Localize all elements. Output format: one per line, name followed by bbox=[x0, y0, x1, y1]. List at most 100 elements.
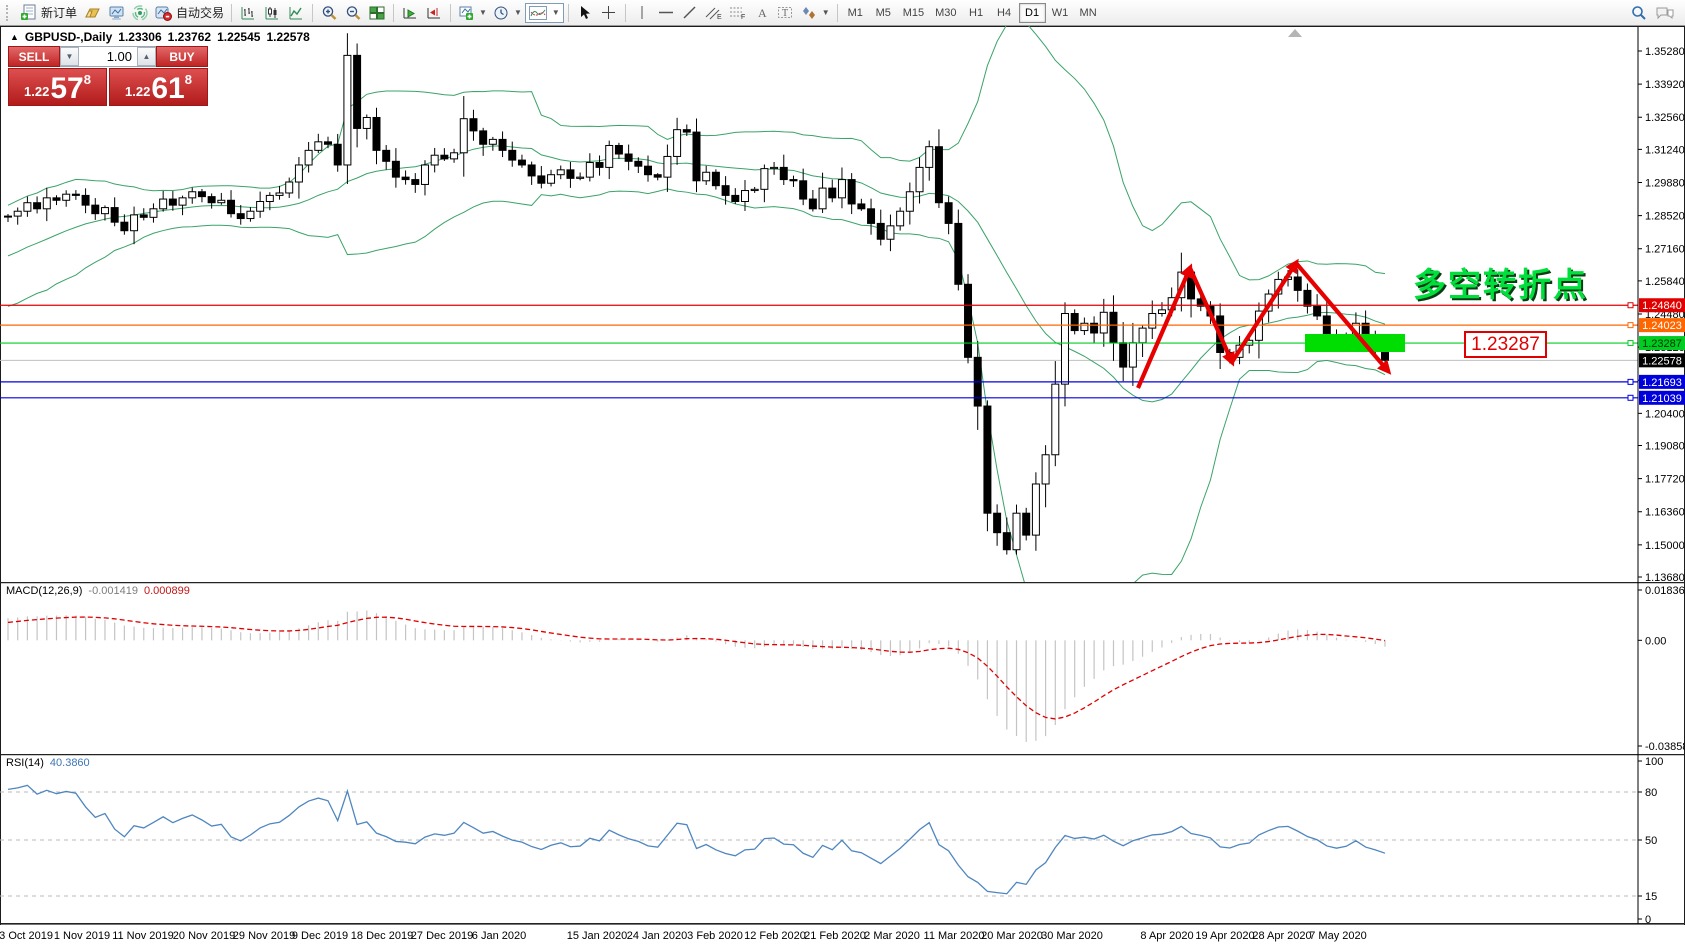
chart-shift-button[interactable] bbox=[422, 2, 446, 24]
rsi-panel-canvas[interactable]: 100 80 50 15 0 bbox=[0, 754, 1685, 925]
arrows-button[interactable]: ▼ bbox=[798, 2, 833, 24]
zoom-in-button[interactable] bbox=[317, 2, 341, 24]
fibonacci-button[interactable]: F bbox=[726, 2, 750, 24]
text-button[interactable]: A bbox=[750, 2, 774, 24]
trendline-button[interactable] bbox=[678, 2, 702, 24]
svg-text:0: 0 bbox=[1645, 914, 1651, 925]
clock-icon bbox=[494, 6, 508, 19]
macd-panel-canvas[interactable]: 0.018369 0.00 -0.038585 bbox=[0, 582, 1685, 754]
svg-text:1.15000: 1.15000 bbox=[1645, 540, 1685, 552]
toolbar-grip bbox=[6, 4, 13, 21]
sell-button[interactable]: SELL bbox=[8, 46, 60, 67]
search-icon[interactable] bbox=[1631, 5, 1647, 21]
date-label: 30 Mar 2020 bbox=[1041, 930, 1103, 942]
bar-chart-button[interactable] bbox=[236, 2, 260, 24]
new-order-label: 新订单 bbox=[41, 6, 78, 20]
timeframe-bar: M1 M5 M15 M30 H1 H4 D1 W1 MN bbox=[842, 2, 1102, 23]
auto-trading-icon bbox=[155, 6, 173, 21]
ohlc-high: 1.23762 bbox=[167, 30, 212, 44]
main-chart-canvas[interactable]: 1.35280 1.33920 1.32560 1.31240 1.29880 1.285… bbox=[0, 26, 1685, 582]
timeframe-m30[interactable]: M30 bbox=[930, 3, 961, 23]
svg-text:1.32560: 1.32560 bbox=[1645, 112, 1685, 124]
buy-price-display[interactable]: 1.22 61 8 bbox=[109, 68, 208, 106]
timeframe-d1[interactable]: D1 bbox=[1018, 2, 1046, 23]
indicators-button[interactable]: ▼ bbox=[524, 2, 564, 23]
auto-trading-label: 自动交易 bbox=[176, 6, 225, 20]
auto-trading-button[interactable]: 自动交易 bbox=[152, 2, 227, 24]
macd-name: MACD(12,26,9) bbox=[6, 585, 83, 597]
chart-title: ▲ GBPUSD-,Daily 1.23306 1.23762 1.22545 … bbox=[10, 30, 310, 44]
tile-windows-button[interactable] bbox=[365, 2, 389, 24]
annotation-note-text[interactable]: 多空转折点 bbox=[1413, 266, 1588, 303]
date-label: 7 May 2020 bbox=[1309, 930, 1367, 942]
candlestick-button[interactable] bbox=[260, 2, 284, 24]
tile-windows-icon bbox=[369, 6, 385, 19]
symbol-period-label: GBPUSD-,Daily bbox=[24, 30, 113, 44]
buy-button[interactable]: BUY bbox=[156, 46, 208, 67]
auto-scroll-icon bbox=[403, 7, 417, 18]
date-label: 19 Apr 2020 bbox=[1195, 930, 1255, 942]
timeframe-mn[interactable]: MN bbox=[1075, 3, 1102, 23]
svg-text:1.28520: 1.28520 bbox=[1645, 211, 1685, 223]
svg-text:1.19080: 1.19080 bbox=[1645, 441, 1685, 453]
svg-text:1.20400: 1.20400 bbox=[1645, 408, 1685, 420]
cursor-button[interactable] bbox=[573, 2, 597, 24]
macd-value-signal: 0.000899 bbox=[143, 585, 190, 597]
date-label: 3 Feb 2020 bbox=[687, 930, 743, 942]
equidistant-channel-button[interactable]: E bbox=[702, 2, 726, 24]
volume-increase-button[interactable]: ▲ bbox=[137, 47, 156, 66]
chat-icon[interactable] bbox=[1655, 5, 1675, 21]
auto-scroll-button[interactable] bbox=[398, 2, 422, 24]
vertical-line-button[interactable] bbox=[630, 2, 654, 24]
price-callout[interactable]: 1.23287 bbox=[1464, 331, 1547, 358]
line-chart-icon bbox=[289, 6, 303, 19]
text-label-button[interactable]: T bbox=[774, 2, 798, 24]
signals-button[interactable] bbox=[128, 2, 152, 24]
svg-text:1.29880: 1.29880 bbox=[1645, 178, 1685, 190]
date-label: 23 Oct 2019 bbox=[0, 930, 53, 942]
svg-text:100: 100 bbox=[1645, 756, 1663, 768]
date-label: 24 Jan 2020 bbox=[626, 930, 688, 942]
toolbar-separator bbox=[231, 3, 233, 22]
one-click-trading-panel: SELL ▼ 1.00 ▲ BUY 1.22 57 8 1.22 61 8 bbox=[8, 46, 208, 106]
date-label: 9 Dec 2019 bbox=[291, 930, 349, 942]
toolbar-separator bbox=[450, 3, 452, 22]
toolbar-separator bbox=[836, 3, 838, 22]
text-label-icon: T bbox=[778, 7, 793, 19]
arrows-shapes-icon bbox=[802, 7, 815, 19]
svg-text:1.22578: 1.22578 bbox=[1642, 355, 1682, 367]
sell-price-display[interactable]: 1.22 57 8 bbox=[8, 68, 107, 106]
svg-text:1.16360: 1.16360 bbox=[1645, 507, 1685, 519]
volume-decrease-button[interactable]: ▼ bbox=[60, 47, 79, 66]
volume-input[interactable]: 1.00 bbox=[106, 49, 132, 64]
line-chart-button[interactable] bbox=[284, 2, 308, 24]
timeframe-h1[interactable]: H1 bbox=[963, 3, 990, 23]
svg-text:0.018369: 0.018369 bbox=[1645, 585, 1685, 597]
timeframe-m15[interactable]: M15 bbox=[898, 3, 929, 23]
chart-profile-button[interactable] bbox=[80, 2, 104, 24]
collapse-objects-icon[interactable]: ▲ bbox=[10, 32, 19, 42]
gold-folder-icon bbox=[84, 8, 100, 18]
zoom-out-button[interactable] bbox=[341, 2, 365, 24]
new-chart-button[interactable]: ▼ bbox=[455, 2, 490, 24]
svg-text:A: A bbox=[758, 6, 767, 20]
crosshair-button[interactable] bbox=[597, 2, 621, 24]
svg-text:1.35280: 1.35280 bbox=[1645, 46, 1685, 58]
timeframe-m1[interactable]: M1 bbox=[842, 3, 869, 23]
toolbar-separator bbox=[624, 3, 626, 22]
date-label: 18 Dec 2019 bbox=[350, 930, 414, 942]
timeframe-m5[interactable]: M5 bbox=[870, 3, 897, 23]
horizontal-line-button[interactable] bbox=[654, 2, 678, 24]
zoom-in-icon bbox=[322, 5, 336, 20]
macd-value-main: -0.001419 bbox=[88, 585, 138, 597]
date-label: 11 Nov 2019 bbox=[112, 930, 174, 942]
svg-text:T: T bbox=[782, 8, 788, 19]
svg-text:1.27160: 1.27160 bbox=[1645, 244, 1685, 256]
new-order-button[interactable]: 新订单 bbox=[17, 2, 80, 24]
terminal-button[interactable] bbox=[104, 2, 128, 24]
timeframe-w1[interactable]: W1 bbox=[1047, 3, 1074, 23]
periods-button[interactable]: ▼ bbox=[490, 2, 525, 24]
timeframe-h4[interactable]: H4 bbox=[991, 3, 1018, 23]
buy-price-small: 1.22 bbox=[125, 84, 151, 99]
